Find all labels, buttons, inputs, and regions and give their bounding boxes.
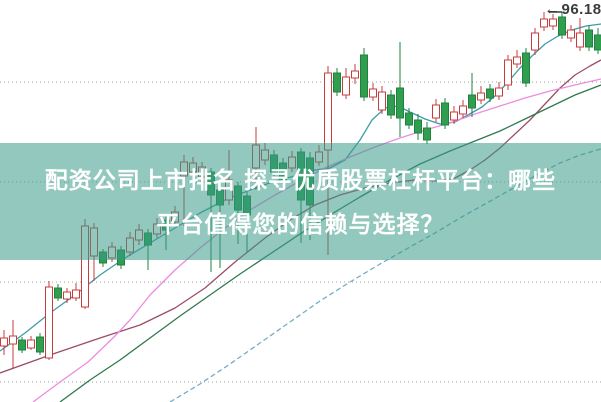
price-annotation: ← 96.18 — [544, 1, 601, 18]
candle-body — [450, 111, 458, 121]
candle-body — [594, 34, 601, 51]
left-arrow-icon: ← — [544, 0, 561, 18]
candle-body — [414, 119, 422, 134]
candle-body — [504, 59, 512, 86]
candle-body — [36, 336, 44, 353]
candle-body — [558, 16, 566, 36]
candle-body — [360, 54, 368, 98]
candle-body — [333, 72, 341, 93]
candle-body — [387, 94, 395, 116]
candle-body — [0, 337, 8, 347]
candle-body — [441, 102, 449, 126]
candle-body — [585, 29, 593, 48]
candle-body — [342, 76, 350, 96]
candle-body — [351, 70, 359, 79]
candle-body — [18, 339, 26, 351]
candle-body — [549, 18, 557, 27]
candle-body — [432, 104, 440, 119]
candle-body — [495, 87, 503, 97]
candle-body — [72, 289, 80, 299]
candle-body — [324, 72, 332, 151]
candle-body — [513, 56, 521, 65]
candle-body — [477, 92, 485, 101]
headline-line-2: 平台值得您的信赖与选择？ — [156, 210, 445, 237]
candle-body — [396, 87, 404, 119]
title-overlay-banner: 配资公司上市排名 探寻优质股票杠杆平台：哪些 平台值得您的信赖与选择？ — [0, 143, 601, 260]
candle-body — [54, 287, 62, 299]
candle-body — [63, 291, 71, 300]
candle-body — [486, 88, 494, 99]
candle-body — [45, 286, 53, 359]
candle-body — [405, 112, 413, 126]
candle-body — [567, 29, 575, 39]
candle-body — [459, 105, 467, 115]
price-annotation-value: 96.18 — [561, 1, 601, 18]
candle-body — [468, 94, 476, 109]
candle-body — [369, 88, 377, 98]
candle-body — [540, 18, 548, 28]
candle-body — [522, 52, 530, 84]
candle-body — [27, 339, 35, 349]
candle-body — [576, 32, 584, 48]
candle-body — [378, 91, 386, 111]
candle-body — [9, 335, 17, 345]
headline-line-1: 配资公司上市排名 探寻优质股票杠杆平台：哪些 — [44, 166, 557, 193]
candle-body — [423, 127, 431, 141]
candle-body — [531, 32, 539, 51]
